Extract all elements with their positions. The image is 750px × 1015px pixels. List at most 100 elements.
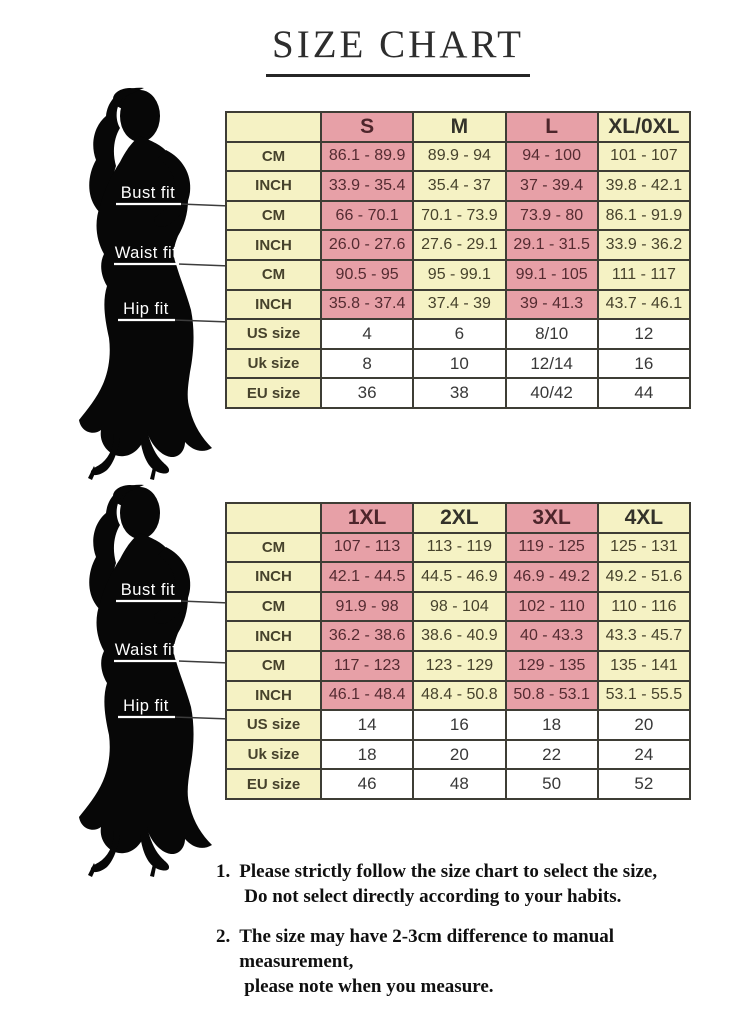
- value-cell: 10: [412, 347, 507, 380]
- size-header: S: [319, 111, 415, 143]
- row-label: US size: [225, 318, 322, 350]
- value-cell: 4: [319, 318, 415, 350]
- woman-silhouette: [79, 87, 212, 480]
- size-header: L: [504, 111, 599, 143]
- woman-silhouette: [79, 484, 212, 877]
- value-cell: 70.1 - 73.9: [412, 199, 507, 232]
- row-label: INCH: [225, 561, 322, 593]
- value-cell: 36: [319, 377, 415, 409]
- value-cell: 86.1 - 89.9: [319, 140, 415, 173]
- table1: S M L XL/0XL CM 86.1 - 89.9 89.9 - 94 94 - 100 1…: [225, 111, 692, 409]
- note-1: 1. Please strictly follow the size chart…: [216, 860, 726, 909]
- value-cell: 94 - 100: [504, 140, 599, 173]
- value-cell: 26.0 - 27.6: [319, 229, 415, 261]
- value-cell: 50.8 - 53.1: [504, 679, 599, 712]
- corner-cell: [225, 502, 322, 534]
- value-cell: 38: [412, 377, 507, 409]
- size-header: 2XL: [412, 502, 507, 534]
- value-cell: 33.9 - 36.2: [596, 229, 692, 261]
- value-cell: 73.9 - 80: [504, 199, 599, 232]
- value-cell: 46.1 - 48.4: [319, 679, 415, 712]
- bust-fit-label: Bust fit: [121, 184, 175, 202]
- size-header: 4XL: [596, 502, 692, 534]
- value-cell: 22: [504, 738, 599, 771]
- value-cell: 20: [596, 709, 692, 741]
- row-label: CM: [225, 199, 322, 232]
- size-table-2-container: 1XL 2XL 3XL 4XL CM 107 - 113 113 - 119 119 - 12…: [225, 502, 692, 800]
- value-cell: 123 - 129: [412, 649, 507, 682]
- value-cell: 36.2 - 38.6: [319, 620, 415, 652]
- value-cell: 12: [596, 318, 692, 350]
- value-cell: 14: [319, 709, 415, 741]
- value-cell: 102 - 110: [504, 590, 599, 623]
- value-cell: 91.9 - 98: [319, 590, 415, 623]
- value-cell: 37 - 39.4: [504, 170, 599, 202]
- row-label: Uk size: [225, 738, 322, 771]
- value-cell: 125 - 131: [596, 531, 692, 564]
- row-label: INCH: [225, 679, 322, 712]
- value-cell: 86.1 - 91.9: [596, 199, 692, 232]
- value-cell: 43.7 - 46.1: [596, 288, 692, 321]
- row-label: US size: [225, 709, 322, 741]
- waist-fit-label: Waist fit: [115, 641, 178, 659]
- value-cell: 46.9 - 49.2: [504, 561, 599, 593]
- value-cell: 33.9 - 35.4: [319, 170, 415, 202]
- page-header: SIZE CHART: [0, 22, 750, 77]
- value-cell: 29.1 - 31.5: [504, 229, 599, 261]
- row-label: CM: [225, 258, 322, 291]
- value-cell: 48: [412, 768, 507, 800]
- size-header: XL/0XL: [596, 111, 692, 143]
- value-cell: 44: [596, 377, 692, 409]
- value-cell: 37.4 - 39: [412, 288, 507, 321]
- value-cell: 117 - 123: [319, 649, 415, 682]
- value-cell: 27.6 - 29.1: [412, 229, 507, 261]
- table2: 1XL 2XL 3XL 4XL CM 107 - 113 113 - 119 119 - 12…: [225, 502, 692, 800]
- value-cell: 12/14: [504, 347, 599, 380]
- value-cell: 99.1 - 105: [504, 258, 599, 291]
- value-cell: 43.3 - 45.7: [596, 620, 692, 652]
- value-cell: 111 - 117: [596, 258, 692, 291]
- value-cell: 119 - 125: [504, 531, 599, 564]
- value-cell: 53.1 - 55.5: [596, 679, 692, 712]
- woman-figure-bottom: Bust fit Waist fit Hip fit: [79, 484, 230, 877]
- row-label: EU size: [225, 768, 322, 800]
- size-header: 3XL: [504, 502, 599, 534]
- note-2: 2. The size may have 2-3cm difference to…: [216, 925, 726, 999]
- value-cell: 110 - 116: [596, 590, 692, 623]
- value-cell: 101 - 107: [596, 140, 692, 173]
- value-cell: 90.5 - 95: [319, 258, 415, 291]
- value-cell: 18: [319, 738, 415, 771]
- row-label: INCH: [225, 170, 322, 202]
- value-cell: 18: [504, 709, 599, 741]
- value-cell: 8/10: [504, 318, 599, 350]
- value-cell: 39 - 41.3: [504, 288, 599, 321]
- value-cell: 38.6 - 40.9: [412, 620, 507, 652]
- value-cell: 113 - 119: [412, 531, 507, 564]
- row-label: INCH: [225, 620, 322, 652]
- value-cell: 42.1 - 44.5: [319, 561, 415, 593]
- value-cell: 16: [596, 347, 692, 380]
- value-cell: 6: [412, 318, 507, 350]
- value-cell: 95 - 99.1: [412, 258, 507, 291]
- row-label: CM: [225, 140, 322, 173]
- row-label: CM: [225, 649, 322, 682]
- value-cell: 40 - 43.3: [504, 620, 599, 652]
- row-label: INCH: [225, 288, 322, 321]
- value-cell: 8: [319, 347, 415, 380]
- value-cell: 46: [319, 768, 415, 800]
- row-label: CM: [225, 531, 322, 564]
- note-2-text: The size may have 2-3cm difference to ma…: [239, 925, 726, 999]
- hip-fit-label: Hip fit: [123, 300, 169, 318]
- value-cell: 39.8 - 42.1: [596, 170, 692, 202]
- value-cell: 66 - 70.1: [319, 199, 415, 232]
- notes-section: 1. Please strictly follow the size chart…: [216, 860, 726, 1015]
- note-2-line-1: The size may have 2-3cm difference to ma…: [239, 926, 615, 973]
- value-cell: 35.8 - 37.4: [319, 288, 415, 321]
- size-header: M: [412, 111, 507, 143]
- note-2-number: 2.: [216, 926, 231, 948]
- corner-cell: [225, 111, 322, 143]
- value-cell: 44.5 - 46.9: [412, 561, 507, 593]
- value-cell: 24: [596, 738, 692, 771]
- value-cell: 52: [596, 768, 692, 800]
- waist-fit-label: Waist fit: [115, 244, 178, 262]
